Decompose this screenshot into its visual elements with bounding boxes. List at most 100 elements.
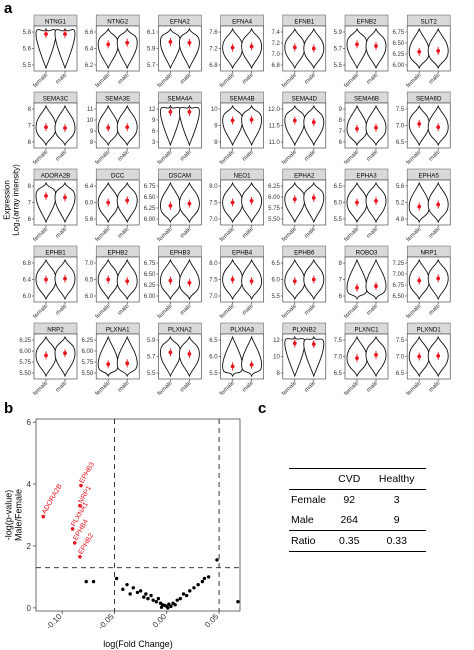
mean-point (249, 362, 254, 367)
table-header-cell: CVD (338, 473, 361, 485)
violin-shape (97, 27, 119, 70)
violin-shape (284, 104, 306, 147)
mean-point (417, 278, 422, 283)
table-header-cell (289, 469, 331, 490)
x-tick-label: female (157, 303, 174, 320)
y-tick-label: 10 (87, 118, 94, 124)
facet-title: DSCAM (169, 172, 191, 179)
y-tick-label: 6.5 (334, 184, 343, 190)
y-tick-label: 5.50 (19, 371, 31, 377)
data-point (206, 575, 211, 579)
mean-point (311, 342, 316, 347)
y-tick-label: 6.5 (85, 278, 94, 284)
facet-title: SEMA4A (167, 95, 193, 102)
data-point (151, 598, 155, 602)
data-point (128, 592, 132, 596)
y-tick-label: 5.5 (147, 371, 156, 377)
x-tick-label: male (304, 149, 318, 163)
x-tick-label: female (406, 380, 423, 395)
y-tick-label: 10 (211, 107, 218, 113)
y-tick-label: 6.0 (334, 201, 343, 207)
violin-shape (116, 335, 138, 378)
mean-point (230, 277, 235, 282)
violin-shape (365, 258, 387, 301)
x-tick-label: male (304, 303, 318, 317)
y-tick-label: 5.7 (147, 63, 156, 69)
x-tick-label: male (304, 72, 318, 86)
y-tick-label: 5.5 (23, 63, 32, 69)
mean-point (106, 42, 111, 47)
x-tick-label: -0.05 (97, 612, 117, 632)
y-tick-label: 4 (27, 480, 32, 489)
x-tick-label: female (95, 72, 112, 89)
data-point (181, 592, 186, 596)
y-tick-label: 8 (214, 140, 218, 146)
mean-point (436, 276, 441, 281)
x-tick-label: female (343, 149, 360, 166)
mean-point (63, 351, 67, 356)
mean-point (249, 198, 254, 203)
x-tick-label: female (406, 149, 423, 166)
violin-facet-grid: ExpressionLog₂(array intensity) NTNG1 5.8 5… (3, 14, 451, 395)
mean-point (292, 341, 297, 346)
mean-point (44, 125, 48, 130)
data-point (200, 579, 205, 584)
y-tick-label: 6.75 (393, 283, 405, 289)
x-tick-label: female (343, 226, 360, 243)
mean-point (63, 195, 67, 200)
facet-title: DCC (111, 172, 125, 179)
x-tick-label: male (428, 380, 442, 394)
panel-c-label: c (258, 400, 267, 417)
mean-point (249, 44, 254, 49)
y-tick-label: 6.0 (209, 355, 218, 361)
violin-shape (159, 104, 181, 147)
y-tick-label: 11 (87, 107, 94, 113)
y-tick-label: 6.00 (19, 349, 31, 355)
table-cell: 9 (393, 514, 400, 526)
y-tick-label: 6 (28, 217, 32, 223)
mean-point (187, 352, 192, 356)
x-tick-label: female (281, 226, 298, 243)
y-tick-label: 6.75 (144, 261, 156, 267)
violin-shape (346, 258, 368, 301)
y-tick-label: 5.6 (85, 217, 94, 223)
mean-point (106, 200, 111, 205)
facet-title: SLIT2 (420, 18, 437, 25)
y-tick-label: 7.5 (396, 107, 405, 113)
y-axis-label-line: Expression (3, 180, 12, 220)
mean-point (168, 350, 173, 355)
x-tick-label: 0.05 (203, 612, 221, 630)
x-tick-label: female (95, 149, 112, 166)
y-tick-label: 7.0 (271, 52, 280, 58)
mean-point (168, 203, 173, 208)
mean-point (355, 42, 359, 47)
facet-title: NEO1 (234, 172, 251, 179)
data-point (91, 579, 96, 584)
x-tick-label: female (219, 149, 236, 166)
y-axis-label: ExpressionLog₂(array intensity) (3, 164, 21, 236)
x-tick-label: male (179, 72, 193, 86)
y-tick-label: 5.50 (82, 371, 94, 377)
mean-point (106, 125, 111, 130)
violin-shape (35, 181, 57, 224)
y-tick-label: 5.7 (334, 47, 343, 53)
x-tick-label: male (366, 226, 380, 240)
y-tick-label: 5.50 (268, 217, 280, 223)
mean-point (106, 362, 111, 367)
facet-title: EPHA2 (294, 172, 315, 179)
mean-point (436, 125, 441, 130)
x-tick-label: male (428, 72, 442, 86)
y-tick-label: 5.9 (147, 338, 156, 344)
y-tick-label: 7 (339, 278, 343, 284)
facet-title: EPHB3 (170, 249, 191, 256)
y-tick-label: 7.0 (209, 294, 218, 300)
mean-point (374, 284, 378, 288)
mean-point (436, 202, 441, 207)
y-tick-label: 2 (27, 542, 32, 551)
y-tick-label: 7.4 (271, 30, 280, 36)
